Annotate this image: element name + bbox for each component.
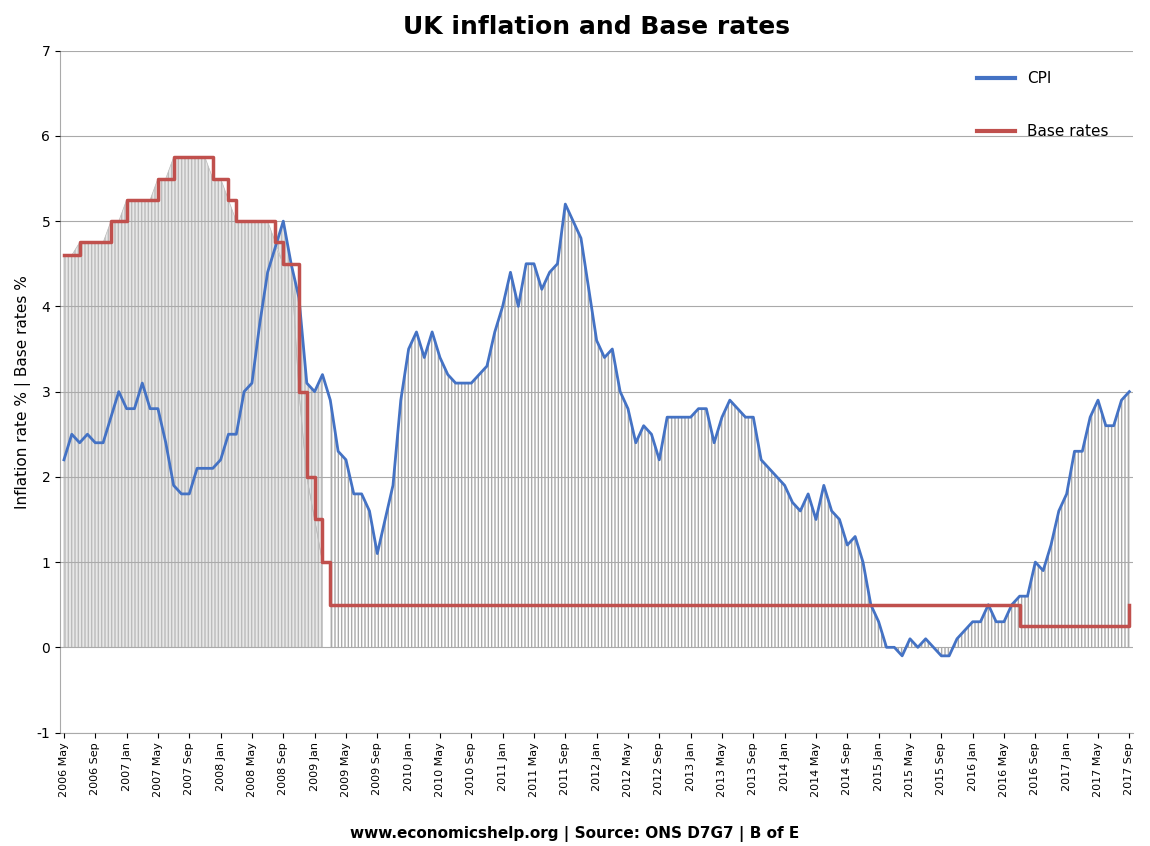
CPI [206, 464, 220, 474]
Base rates [1122, 600, 1136, 610]
CPI [58, 455, 71, 465]
CPI [895, 651, 908, 661]
CPI [888, 642, 902, 652]
CPI [559, 199, 573, 209]
Base rates [214, 173, 228, 184]
Base rates [58, 250, 71, 261]
Title: UK inflation and Base rates: UK inflation and Base rates [404, 15, 790, 39]
Base rates [167, 152, 181, 162]
Base rates [457, 600, 470, 610]
Line: CPI: CPI [64, 204, 1129, 656]
CPI [1122, 387, 1136, 397]
CPI [527, 259, 540, 269]
Base rates [434, 600, 447, 610]
Legend: CPI, Base rates: CPI, Base rates [971, 65, 1114, 146]
Base rates [888, 600, 902, 610]
CPI [448, 378, 462, 388]
Base rates [1013, 621, 1027, 631]
Base rates [535, 600, 549, 610]
CPI [426, 327, 439, 337]
CPI [723, 395, 737, 405]
Y-axis label: Inflation rate % | Base rates %: Inflation rate % | Base rates % [15, 275, 31, 508]
Line: Base rates: Base rates [64, 157, 1129, 626]
Base rates [723, 600, 737, 610]
Text: www.economicshelp.org | Source: ONS D7G7 | B of E: www.economicshelp.org | Source: ONS D7G7… [351, 826, 799, 842]
